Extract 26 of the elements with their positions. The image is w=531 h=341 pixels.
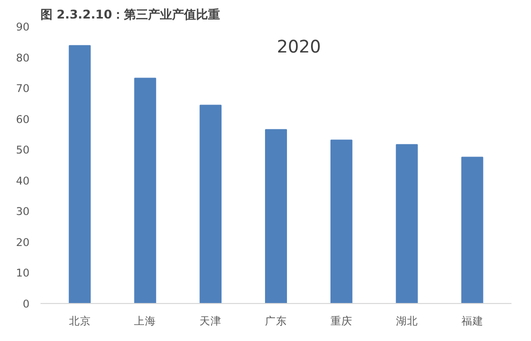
- y-tick-label: 60: [16, 112, 30, 126]
- x-tick-label: 湖北: [396, 314, 418, 328]
- bar: [134, 78, 156, 304]
- y-tick-label: 90: [16, 20, 30, 34]
- y-tick-label: 20: [16, 236, 30, 249]
- bar: [461, 156, 484, 304]
- y-tick-label: 70: [16, 82, 30, 96]
- chart-title: 图 2.3.2.10：第三产业产值比重: [40, 8, 220, 22]
- y-tick-label: 30: [16, 205, 30, 218]
- y-tick-label: 80: [16, 51, 30, 64]
- x-tick-label: 上海: [134, 314, 156, 328]
- y-tick-label: 10: [16, 266, 30, 280]
- y-tick-label: 50: [16, 144, 30, 157]
- bar: [330, 140, 352, 304]
- x-tick-label: 北京: [68, 314, 91, 328]
- y-tick-label: 0: [22, 298, 30, 310]
- bar: [265, 129, 287, 304]
- x-tick-label: 广东: [265, 314, 287, 328]
- y-tick-label: 40: [16, 174, 30, 188]
- bar: [68, 45, 91, 304]
- bar: [200, 104, 222, 304]
- x-tick-label: 福建: [461, 314, 484, 328]
- bar: [396, 144, 418, 304]
- x-tick-label: 天津: [200, 314, 222, 328]
- x-tick-label: 重庆: [330, 314, 352, 328]
- annotation: 2020: [276, 37, 321, 58]
